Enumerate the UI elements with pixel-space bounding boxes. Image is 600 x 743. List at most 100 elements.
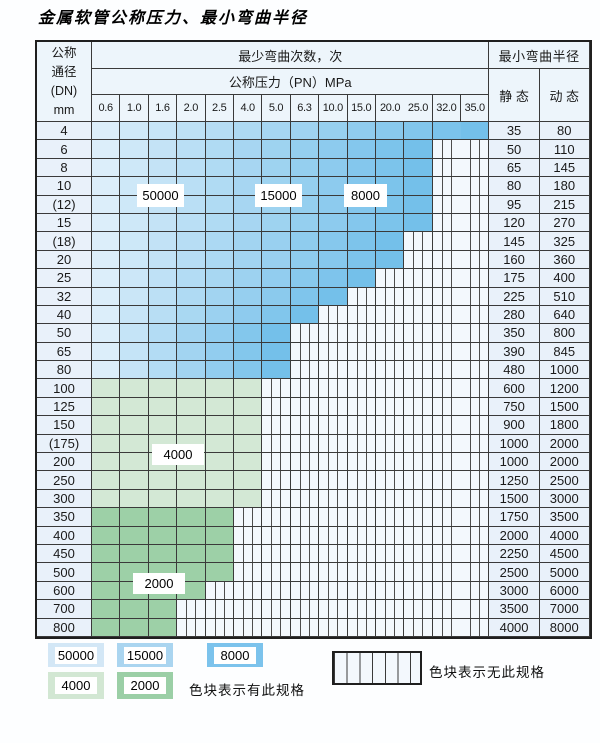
no-spec-cell [233,544,263,564]
dynamic-value-cell: 1000 [539,361,590,380]
spec-cell [262,122,291,141]
no-spec-cell [432,158,462,178]
no-spec-cell [461,177,490,196]
no-spec-cell [375,544,405,564]
dn-header-line: 通径 [51,64,77,79]
spec-cell [120,508,149,527]
no-spec-cell [432,600,462,619]
no-spec-cell [290,618,320,637]
no-spec-cell [233,526,263,545]
static-value-cell: 2250 [489,544,540,564]
spec-cell [92,618,121,637]
dn-cell: 4 [37,122,92,141]
no-spec-cell [347,618,376,637]
no-spec-cell [290,324,320,343]
no-spec-cell [461,508,490,527]
dn-cell: 700 [37,600,92,619]
spec-cell [120,434,149,454]
no-spec-cell [404,250,433,270]
legend-chip-15000: 15000 [117,643,173,667]
no-spec-cell [319,581,348,601]
pressure-column-label: 1.6 [148,95,178,122]
no-spec-cell [432,232,462,251]
spec-cell [375,213,405,233]
spec-cell [148,471,178,490]
no-spec-cell [432,140,462,159]
dn-cell: 80 [37,361,92,380]
spec-cell [347,269,376,288]
no-spec-cell [432,563,462,582]
no-spec-cell [347,563,376,582]
no-spec-cell [319,508,348,527]
no-spec-cell [347,581,376,601]
no-spec-cell [432,526,462,545]
spec-cell [205,140,234,159]
dynamic-value-cell: 3000 [539,489,590,509]
no-spec-cell [461,600,490,619]
spec-cell [148,122,178,141]
spec-cell [404,122,433,141]
no-spec-cell [319,618,348,637]
no-spec-cell [262,563,291,582]
spec-cell [205,158,234,178]
dynamic-value-cell: 7000 [539,600,590,619]
spec-cell [375,158,405,178]
spec-cell [233,305,263,325]
spec-cell [148,305,178,325]
no-spec-cell [290,600,320,619]
no-spec-cell [375,397,405,417]
cycles-label-4000: 4000 [152,444,204,465]
spec-cell [319,158,348,178]
no-spec-cell [290,361,320,380]
no-spec-cell [432,250,462,270]
spec-cell [205,416,234,435]
no-spec-cell [375,508,405,527]
no-spec-cell [290,453,320,472]
dn-cell: 800 [37,618,92,637]
no-spec-cell [375,342,405,362]
pressure-column-label: 0.6 [92,95,121,122]
cycles-label-2000: 2000 [133,573,185,594]
spec-cell [148,213,178,233]
spec-cell [290,232,320,251]
spec-cell [233,434,263,454]
dynamic-value-cell: 1800 [539,416,590,435]
dn-cell: 450 [37,544,92,564]
no-spec-cell [319,489,348,509]
legend-chip-value: 2000 [124,677,166,694]
static-value-cell: 120 [489,213,540,233]
spec-cell [177,544,206,564]
pressure-column-label: 20.0 [375,95,405,122]
no-spec-cell [233,508,263,527]
no-spec-cell [461,158,490,178]
spec-cell [92,324,121,343]
dn-cell: 10 [37,177,92,196]
dynamic-value-cell: 4500 [539,544,590,564]
no-spec-cell [432,434,462,454]
dn-cell: 6 [37,140,92,159]
no-spec-cell [375,269,405,288]
no-spec-cell [262,544,291,564]
no-spec-cell [461,526,490,545]
no-spec-cell [319,544,348,564]
static-value-cell: 35 [489,122,540,141]
no-spec-cell [290,526,320,545]
spec-cell [319,269,348,288]
dynamic-value-cell: 2000 [539,434,590,454]
no-spec-cell [347,324,376,343]
no-spec-cell [290,489,320,509]
spec-cell [92,287,121,306]
static-value-cell: 2000 [489,526,540,545]
pressure-column-label: 35.0 [461,95,490,122]
spec-cell [290,158,320,178]
legend-chip-4000: 4000 [48,672,104,699]
spec-cell [205,471,234,490]
no-spec-cell [461,342,490,362]
spec-cell [148,232,178,251]
spec-cell [319,250,348,270]
spec-cell [92,600,121,619]
spec-cell [148,618,178,637]
dn-cell: 50 [37,324,92,343]
no-spec-cell [319,600,348,619]
pressure-column-label: 5.0 [262,95,291,122]
